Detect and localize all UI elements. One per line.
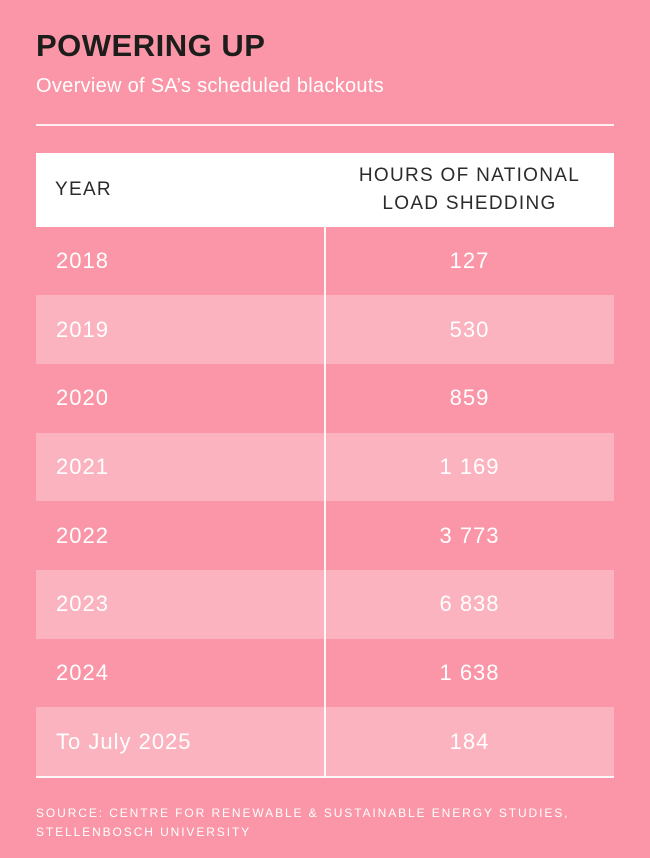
table-row: 2018 127 xyxy=(36,227,614,296)
hours-cell: 1 638 xyxy=(439,660,500,686)
table-row: 2022 3 773 xyxy=(36,501,614,570)
table-body: 2018 127 2019 530 2020 859 2021 1 169 20… xyxy=(36,226,614,779)
hours-cell: 859 xyxy=(449,385,490,411)
year-cell: 2021 xyxy=(56,453,109,479)
table-row: 2020 859 xyxy=(36,364,614,433)
hours-cell: 530 xyxy=(449,316,490,342)
hours-cell: 1 169 xyxy=(439,453,500,479)
year-cell: To July 2025 xyxy=(56,728,192,754)
column-header-hours-label: HOURS OF NATIONAL LOAD SHEDDING xyxy=(358,165,581,214)
hours-cell: 127 xyxy=(449,247,490,273)
year-cell: 2023 xyxy=(56,591,109,617)
title-divider xyxy=(36,123,614,126)
hours-cell: 6 838 xyxy=(439,591,500,617)
year-cell: 2019 xyxy=(56,316,109,342)
table-header: YEAR HOURS OF NATIONAL LOAD SHEDDING xyxy=(36,152,614,227)
year-cell: 2018 xyxy=(56,247,109,273)
hours-cell: 184 xyxy=(449,728,490,754)
column-header-hours: HOURS OF NATIONAL LOAD SHEDDING xyxy=(325,153,614,227)
page-subtitle: Overview of SA’s scheduled blackouts xyxy=(36,74,385,97)
year-cell: 2020 xyxy=(56,385,109,411)
year-cell: 2022 xyxy=(56,522,109,548)
column-divider xyxy=(324,226,326,779)
hours-cell: 3 773 xyxy=(439,522,500,548)
table-row: 2024 1 638 xyxy=(36,639,614,708)
year-cell: 2024 xyxy=(56,660,109,686)
column-header-year: YEAR xyxy=(55,178,112,200)
page-title: POWERING UP xyxy=(36,28,266,63)
source-note: SOURCE: CENTRE FOR RENEWABLE & SUSTAINAB… xyxy=(36,806,570,840)
